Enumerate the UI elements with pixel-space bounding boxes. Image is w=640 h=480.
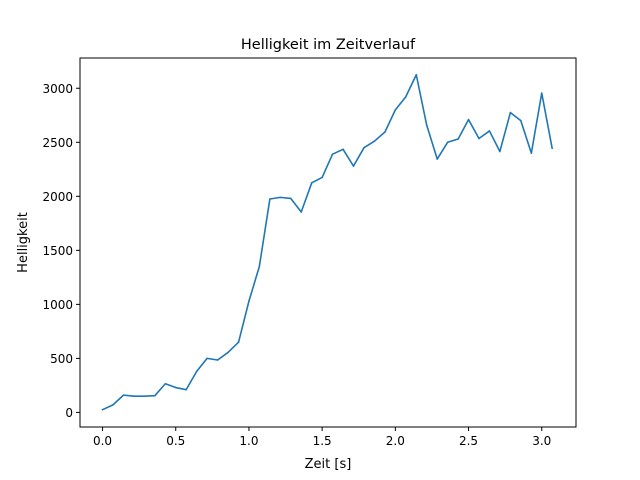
data-point — [310, 182, 313, 184]
y-axis-ticks: 0 500 1000 1500 2000 2500 3000 — [42, 82, 80, 420]
data-point — [404, 96, 407, 98]
x-tick-label: 0.0 — [93, 434, 112, 448]
series-layer — [101, 73, 553, 411]
data-point — [133, 395, 135, 398]
data-point — [216, 359, 219, 361]
y-tick-label: 2500 — [42, 136, 73, 150]
data-point — [363, 146, 365, 149]
data-point — [415, 73, 418, 76]
x-axis-ticks: 0.0 0.5 1.0 1.5 2.0 2.5 3.0 — [93, 427, 551, 448]
plot-frame — [79, 57, 577, 428]
data-point — [174, 386, 177, 389]
series-line — [101, 73, 553, 411]
x-tick-label: 1.0 — [239, 434, 258, 448]
data-point — [373, 140, 376, 143]
x-tick-label: 2.5 — [459, 434, 478, 448]
data-point — [352, 165, 355, 167]
data-point — [279, 196, 282, 199]
data-point — [467, 118, 470, 121]
y-tick-label: 1500 — [42, 244, 73, 258]
y-axis-label: Helligkeit — [16, 212, 31, 273]
data-point — [488, 130, 491, 132]
data-point — [530, 152, 533, 154]
data-point — [457, 138, 459, 140]
data-point — [384, 131, 386, 133]
data-point — [509, 111, 512, 114]
data-point — [394, 109, 397, 111]
data-point — [520, 119, 522, 122]
x-tick-label: 1.5 — [313, 434, 332, 448]
data-point — [206, 357, 208, 360]
data-point — [342, 148, 344, 151]
data-point — [446, 141, 449, 144]
data-point — [478, 137, 480, 140]
data-point — [551, 147, 553, 150]
x-tick-label: 3.0 — [532, 434, 551, 448]
data-point — [300, 211, 303, 213]
data-point — [227, 351, 229, 354]
data-point — [258, 265, 261, 268]
data-point — [164, 382, 167, 385]
data-point — [101, 408, 104, 411]
data-point — [237, 341, 240, 343]
data-point — [248, 300, 250, 302]
data-point — [185, 388, 187, 391]
y-tick-label: 500 — [50, 352, 73, 366]
data-point — [290, 197, 292, 200]
y-tick-label: 2000 — [42, 190, 73, 204]
data-point — [112, 404, 114, 406]
chart-title: Helligkeit im Zeitverlauf — [241, 37, 416, 53]
y-tick-label: 0 — [65, 406, 73, 420]
y-tick-label: 3000 — [42, 82, 73, 96]
x-tick-label: 0.5 — [166, 434, 185, 448]
x-axis-label: Zeit [s] — [305, 457, 352, 472]
data-point — [425, 124, 428, 126]
data-point — [436, 158, 439, 160]
data-point — [143, 395, 146, 398]
data-point — [331, 153, 334, 155]
data-point — [540, 92, 543, 94]
data-point — [321, 176, 323, 179]
data-point — [269, 198, 271, 200]
x-tick-label: 2.0 — [386, 434, 405, 448]
data-point — [154, 394, 156, 397]
data-point — [122, 394, 125, 396]
y-tick-label: 1000 — [42, 298, 73, 312]
data-point — [499, 150, 501, 153]
data-point — [195, 370, 198, 373]
